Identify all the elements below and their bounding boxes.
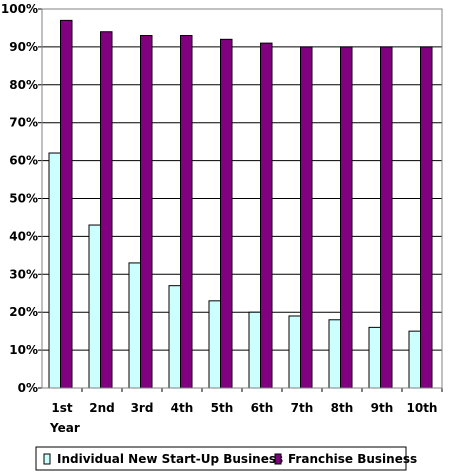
y-tick-label: 30%	[9, 267, 38, 281]
bar-start-up	[88, 224, 101, 389]
legend-box	[35, 446, 407, 471]
legend-label-start-up: Individual New Start-Up Business	[57, 452, 283, 466]
bar-franchise	[220, 38, 233, 389]
y-tick-label: 50%	[9, 192, 38, 206]
legend-swatch-start-up	[43, 453, 51, 465]
bar-start-up	[408, 330, 421, 389]
bar-franchise	[100, 31, 113, 389]
bar-franchise	[260, 42, 273, 389]
bar-start-up	[288, 315, 301, 389]
y-tick-label: 80%	[9, 78, 38, 92]
y-tick-label: 90%	[9, 40, 38, 54]
bars	[48, 19, 443, 392]
legend: Individual New Start-Up Business Franchi…	[35, 446, 417, 471]
y-tick-label: 100%	[1, 2, 38, 16]
x-tick-label: 10th	[407, 401, 438, 415]
x-tick-label: 9th	[371, 401, 394, 415]
y-tick-label: 70%	[9, 116, 38, 130]
bar-franchise	[140, 35, 153, 389]
y-tick-label: 20%	[9, 305, 38, 319]
x-tick-label: 8th	[331, 401, 354, 415]
x-tick-label: 7th	[291, 401, 314, 415]
bar-start-up	[248, 311, 261, 389]
y-tick-label: 0%	[18, 381, 38, 395]
plot-area-frame	[41, 8, 443, 389]
bar-start-up	[208, 300, 221, 389]
y-tick-label: 40%	[9, 229, 38, 243]
x-tick-label: 4th	[171, 401, 194, 415]
bar-start-up	[48, 152, 61, 389]
bar-franchise	[340, 46, 353, 389]
x-tick-label: 1st	[51, 401, 72, 415]
bar-franchise	[380, 46, 393, 389]
bar-start-up	[128, 262, 141, 389]
bar-start-up	[168, 285, 181, 389]
x-axis-title: Year	[49, 421, 80, 435]
bar-franchise	[420, 46, 433, 389]
x-tick-label: 2nd	[89, 401, 114, 415]
x-tick-label: 6th	[251, 401, 274, 415]
bar-franchise	[180, 35, 193, 389]
bar-start-up	[328, 319, 341, 389]
bar-franchise	[60, 19, 73, 389]
x-axis-tick-labels: 1st 2nd 3rd 4th 5th 6th 7th 8th 9th 10th	[51, 401, 437, 415]
legend-swatch-franchise	[274, 453, 282, 465]
legend-label-franchise: Franchise Business	[288, 452, 417, 466]
y-tick-label: 10%	[9, 343, 38, 357]
x-tick-label: 5th	[211, 401, 234, 415]
y-tick-label: 60%	[9, 154, 38, 168]
bar-franchise	[300, 46, 313, 389]
x-tick-label: 3rd	[131, 401, 154, 415]
y-axis-tick-labels: 0% 10% 20% 30% 40% 50% 60% 70% 80% 90% 100%	[1, 2, 38, 395]
bar-start-up	[368, 326, 381, 389]
